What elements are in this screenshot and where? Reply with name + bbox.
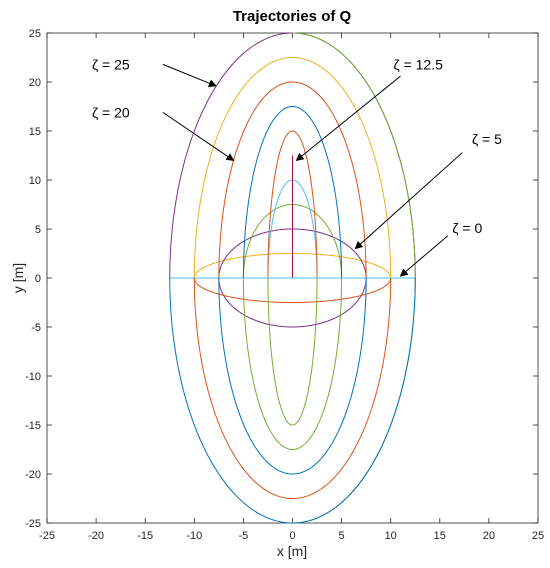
y-tick-label: -5 bbox=[31, 322, 41, 334]
zeta-annotations: ζ = 25 ζ = 20 ζ = 12.5 ζ = 5 ζ = 0 bbox=[92, 56, 502, 277]
x-axis-label: x [m] bbox=[277, 543, 307, 559]
trajectory-curves bbox=[169, 32, 416, 524]
annotation-label: ζ = 0 bbox=[452, 220, 482, 236]
annotation-arrow bbox=[162, 111, 235, 161]
x-tick-label: 20 bbox=[483, 530, 495, 542]
trajectory-extra-1 bbox=[218, 277, 367, 328]
annotation-arrow bbox=[295, 75, 401, 162]
x-tick-label: 0 bbox=[289, 530, 295, 542]
trajectory-zeta-17-5 bbox=[242, 105, 343, 279]
x-tick-label: -15 bbox=[137, 530, 153, 542]
trajectory-extra-5 bbox=[267, 278, 318, 426]
x-tick-label: -5 bbox=[239, 530, 249, 542]
y-tick-label: 0 bbox=[35, 273, 41, 285]
trajectory-extra-3 bbox=[193, 277, 392, 303]
trajectory-zeta-22-5 bbox=[193, 56, 392, 279]
x-tick-label: -20 bbox=[88, 530, 104, 542]
y-tick-label: 15 bbox=[29, 126, 41, 138]
y-tick-label: -25 bbox=[25, 518, 41, 530]
trajectory-zeta-15 bbox=[267, 130, 318, 278]
y-tick-label: 5 bbox=[35, 224, 41, 236]
trajectory-extra-4 bbox=[218, 277, 367, 475]
x-tick-label: 15 bbox=[434, 530, 446, 542]
x-tick-label: 25 bbox=[532, 530, 544, 542]
trajectory-extra-6 bbox=[242, 277, 343, 451]
y-tick-label: -15 bbox=[25, 420, 41, 432]
x-tick-label: 10 bbox=[385, 530, 397, 542]
annotation-arrow bbox=[162, 63, 217, 87]
annotation-arrow bbox=[354, 152, 463, 250]
x-tick-label: 5 bbox=[339, 530, 345, 542]
x-tick-label: -10 bbox=[186, 530, 202, 542]
y-tick-label: 10 bbox=[29, 175, 41, 187]
y-tick-label: 25 bbox=[29, 28, 41, 40]
annotation-label: ζ = 5 bbox=[472, 131, 502, 147]
y-tick-label: 20 bbox=[29, 77, 41, 89]
y-tick-label: -20 bbox=[25, 469, 41, 481]
x-tick-label: -25 bbox=[39, 530, 55, 542]
trajectory-extra-8 bbox=[169, 277, 416, 524]
y-axis-label: y [m] bbox=[10, 263, 26, 293]
chart-title: Trajectories of Q bbox=[233, 8, 352, 25]
annotation-label: ζ = 20 bbox=[92, 104, 130, 120]
annotation-label: ζ = 25 bbox=[92, 56, 130, 72]
y-tick-label: -10 bbox=[25, 371, 41, 383]
annotation-label: ζ = 12.5 bbox=[394, 56, 444, 72]
trajectory-zeta-20 bbox=[218, 81, 367, 279]
trajectory-extra-7 bbox=[193, 277, 392, 500]
annotation-arrow bbox=[399, 235, 448, 277]
